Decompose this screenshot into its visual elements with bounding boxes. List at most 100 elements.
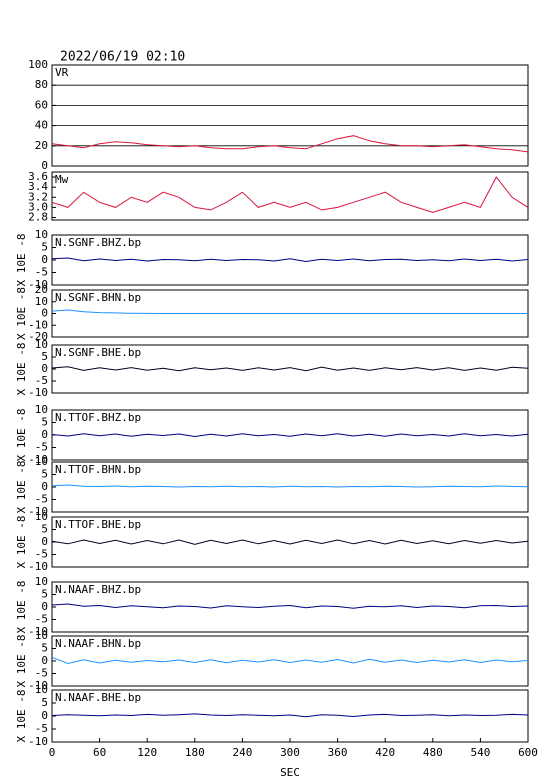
y-axis-title: X 10E -8 <box>15 581 28 634</box>
y-tick-label: -5 <box>35 441 48 454</box>
y-tick-label: -5 <box>35 374 48 387</box>
y-tick-label: 0 <box>41 307 48 320</box>
y-tick-label: 3.2 <box>28 190 48 203</box>
y-tick-label: 5 <box>41 696 48 709</box>
x-tick-label: 300 <box>280 746 300 759</box>
x-tick-label: 180 <box>185 746 205 759</box>
x-tick-label: 60 <box>93 746 106 759</box>
y-tick-label: 0 <box>41 480 48 493</box>
x-tick-label: 360 <box>328 746 348 759</box>
panel-label: N.TTOF.BHN.bp <box>55 463 141 476</box>
y-tick-label: 10 <box>35 295 48 308</box>
y-tick-label: -10 <box>28 679 48 692</box>
y-tick-label: 40 <box>35 119 48 132</box>
y-tick-label: 0 <box>41 428 48 441</box>
y-tick-label: 5 <box>41 416 48 429</box>
panel-label: VR <box>55 66 69 79</box>
y-tick-label: 10 <box>35 575 48 588</box>
panel-frame <box>51 64 529 167</box>
x-tick-label: 240 <box>232 746 252 759</box>
y-tick-label: -5 <box>35 667 48 680</box>
y-tick-label: 0 <box>41 654 48 667</box>
y-axis-title: X 10E -8 <box>15 690 28 743</box>
series-line <box>51 176 529 213</box>
y-tick-label: 5 <box>41 468 48 481</box>
y-tick-label: 5 <box>41 350 48 363</box>
y-axis-title: X 10E -8 <box>15 234 28 287</box>
series-line <box>51 484 529 488</box>
y-tick-label: 10 <box>35 338 48 351</box>
series-line <box>51 539 529 545</box>
series-line <box>51 603 529 609</box>
x-tick-label: 120 <box>137 746 157 759</box>
y-tick-label: 80 <box>35 78 48 91</box>
y-tick-label: 10 <box>35 228 48 241</box>
series-line <box>51 433 529 438</box>
y-tick-label: 3.4 <box>28 180 48 193</box>
y-tick-label: 5 <box>41 588 48 601</box>
y-tick-label: -10 <box>28 386 48 399</box>
y-tick-label: 0 <box>41 535 48 548</box>
y-tick-label: 5 <box>41 642 48 655</box>
panel-label: N.SGNF.BHE.bp <box>55 346 141 359</box>
panel-label: N.NAAF.BHE.bp <box>55 691 141 704</box>
panel-frame <box>51 171 529 221</box>
y-axis-title: X 10E -8 <box>15 635 28 688</box>
y-axis-title: X 10E -8 <box>15 516 28 569</box>
chart-title: 2022/06/19 02:10 <box>60 50 185 65</box>
y-tick-label: -10 <box>28 318 48 331</box>
y-tick-label: -5 <box>35 722 48 735</box>
y-tick-label: -10 <box>28 560 48 573</box>
y-tick-label: 5 <box>41 241 48 254</box>
y-tick-label: 0 <box>41 709 48 722</box>
y-tick-label: 10 <box>35 403 48 416</box>
y-axis-title: X 10E -8 <box>15 461 28 514</box>
panel-label: N.SGNF.BHZ.bp <box>55 236 141 249</box>
y-tick-label: 60 <box>35 98 48 111</box>
x-tick-label: 480 <box>423 746 443 759</box>
y-tick-label: -5 <box>35 613 48 626</box>
series-line <box>51 656 529 665</box>
y-tick-label: 10 <box>35 510 48 523</box>
panel-label: N.NAAF.BHZ.bp <box>55 583 141 596</box>
y-tick-label: 20 <box>35 139 48 152</box>
panel-label: N.NAAF.BHN.bp <box>55 637 141 650</box>
y-tick-label: 3.6 <box>28 170 48 183</box>
panel-label: N.SGNF.BHN.bp <box>55 291 141 304</box>
series-line <box>51 257 529 263</box>
panel-label: N.TTOF.BHE.bp <box>55 518 141 531</box>
x-tick-label: 0 <box>49 746 56 759</box>
y-tick-label: 0 <box>41 159 48 172</box>
panel-label: Mw <box>55 173 69 186</box>
y-tick-label: -10 <box>28 735 48 748</box>
y-tick-label: 3.0 <box>28 200 48 213</box>
x-tick-label: 600 <box>518 746 538 759</box>
series-line <box>51 713 529 718</box>
x-tick-label: 420 <box>375 746 395 759</box>
y-tick-label: 10 <box>35 455 48 468</box>
y-tick-label: 0 <box>41 253 48 266</box>
y-axis-title: X 10E -8 <box>15 287 28 340</box>
y-tick-label: 2.8 <box>28 210 48 223</box>
y-tick-label: -5 <box>35 266 48 279</box>
y-tick-label: 20 <box>35 283 48 296</box>
y-axis-title: X 10E -8 <box>15 343 28 396</box>
y-tick-label: 0 <box>41 600 48 613</box>
panel-label: N.TTOF.BHZ.bp <box>55 411 141 424</box>
y-tick-label: -10 <box>28 505 48 518</box>
y-tick-label: 5 <box>41 523 48 536</box>
y-tick-label: -5 <box>35 493 48 506</box>
series-line <box>51 366 529 372</box>
y-tick-label: 10 <box>35 629 48 642</box>
x-tick-label: 540 <box>470 746 490 759</box>
y-tick-label: -10 <box>28 625 48 638</box>
y-tick-label: 100 <box>28 58 48 71</box>
y-tick-label: -10 <box>28 453 48 466</box>
y-axis-title: X 10E -8 <box>15 409 28 462</box>
y-tick-label: -5 <box>35 548 48 561</box>
y-tick-label: 0 <box>41 362 48 375</box>
y-tick-label: 10 <box>35 683 48 696</box>
y-tick-label: -10 <box>28 278 48 291</box>
series-line <box>51 135 529 153</box>
